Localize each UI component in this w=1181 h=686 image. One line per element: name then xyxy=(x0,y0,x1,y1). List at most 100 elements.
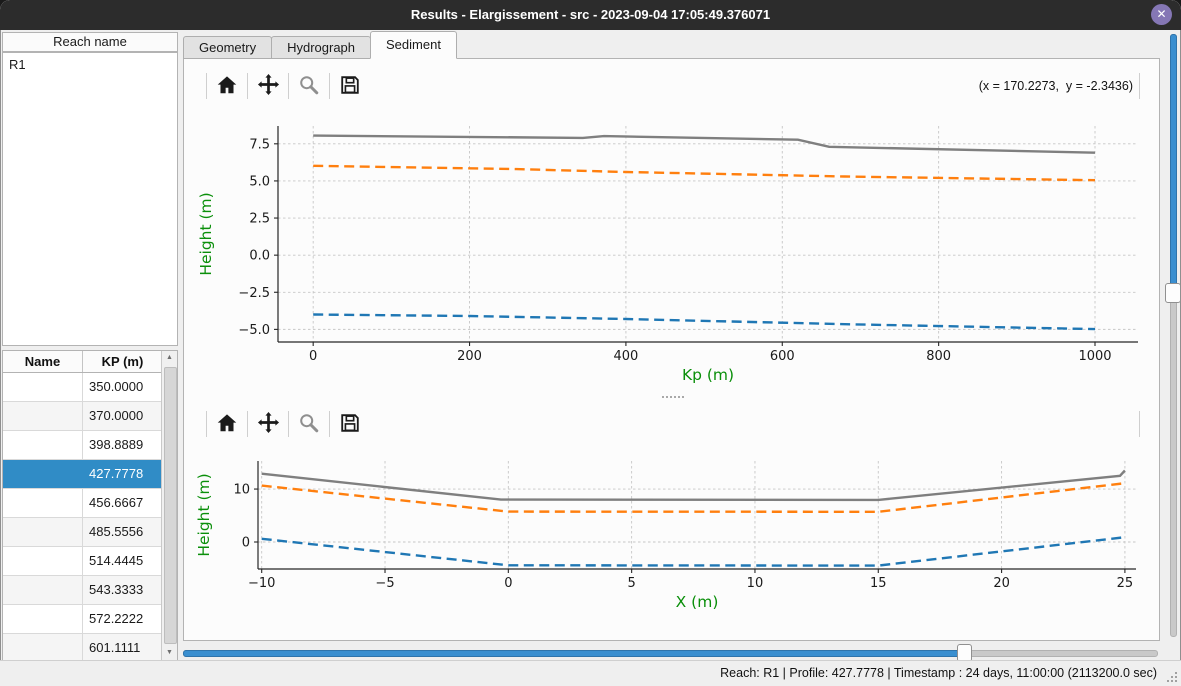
sediment-tab-panel: (x = 170.2273, y = -2.3436) 0 200 400 600 80… xyxy=(183,58,1160,641)
cell-name[interactable] xyxy=(3,489,83,517)
cell-kp[interactable]: 572.2222 xyxy=(83,605,169,633)
table-row[interactable]: 485.5556 xyxy=(3,518,177,547)
cursor-coordinates: (x = 170.2273, y = -2.3436) xyxy=(978,79,1133,93)
cell-name[interactable] xyxy=(3,402,83,430)
zoom-button[interactable] xyxy=(297,412,321,436)
cell-kp[interactable]: 398.8889 xyxy=(83,431,169,459)
home-icon xyxy=(216,412,238,437)
zoom-icon xyxy=(298,412,320,437)
svg-text:10: 10 xyxy=(747,576,764,591)
tab-bar: Geometry Hydrograph Sediment xyxy=(183,31,457,59)
timestamp-slider[interactable] xyxy=(183,644,1161,662)
toolbar-separator xyxy=(1139,411,1140,437)
cell-kp[interactable]: 543.3333 xyxy=(83,576,169,604)
svg-text:−5.0: −5.0 xyxy=(238,323,270,338)
table-row[interactable]: 601.1111 xyxy=(3,634,177,660)
titlebar[interactable]: Results - Elargissement - src - 2023-09-… xyxy=(0,0,1181,30)
cell-name[interactable] xyxy=(3,431,83,459)
save-button[interactable] xyxy=(338,74,362,98)
cell-kp[interactable]: 370.0000 xyxy=(83,402,169,430)
home-button[interactable] xyxy=(215,74,239,98)
svg-text:600: 600 xyxy=(770,349,795,364)
table-row[interactable]: 370.0000 xyxy=(3,402,177,431)
cell-name[interactable] xyxy=(3,547,83,575)
save-icon xyxy=(339,412,361,437)
window-title: Results - Elargissement - src - 2023-09-… xyxy=(410,7,771,22)
cell-name[interactable] xyxy=(3,518,83,546)
toolbar-separator xyxy=(329,411,330,437)
chart2-toolbar xyxy=(198,409,362,439)
home-button[interactable] xyxy=(215,412,239,436)
cell-kp[interactable]: 456.6667 xyxy=(83,489,169,517)
reach-list-item[interactable]: R1 xyxy=(9,57,26,72)
chart1-toolbar xyxy=(198,71,362,101)
cell-name[interactable] xyxy=(3,605,83,633)
longitudinal-profile-chart[interactable]: 0 200 400 600 800 1000 7.5 5.0 2.5 0.0 −2.5 −5.0 Kp … xyxy=(186,111,1161,401)
cell-kp[interactable]: 427.7778 xyxy=(83,460,169,488)
svg-text:15: 15 xyxy=(870,576,887,591)
tab-hydrograph[interactable]: Hydrograph xyxy=(271,36,372,59)
cell-kp[interactable]: 514.4445 xyxy=(83,547,169,575)
home-icon xyxy=(216,74,238,99)
table-row[interactable]: 456.6667 xyxy=(3,489,177,518)
svg-text:0.0: 0.0 xyxy=(249,249,270,264)
profile-table: Name KP (m) 350.0000 370.0000 398.8889 427.… xyxy=(2,350,178,661)
table-scrollbar-thumb[interactable] xyxy=(164,367,177,644)
cell-name[interactable] xyxy=(3,576,83,604)
svg-text:20: 20 xyxy=(993,576,1010,591)
tab-geometry[interactable]: Geometry xyxy=(183,36,273,59)
table-row[interactable]: 398.8889 xyxy=(3,431,177,460)
slider-fill xyxy=(183,650,966,657)
table-row[interactable]: 572.2222 xyxy=(3,605,177,634)
splitter-handle[interactable] xyxy=(662,396,684,398)
vertical-slider-handle[interactable] xyxy=(1165,283,1181,303)
svg-text:5: 5 xyxy=(628,576,636,591)
pan-icon xyxy=(257,411,280,437)
column-header-kp[interactable]: KP (m) xyxy=(83,351,163,372)
column-header-name[interactable]: Name xyxy=(3,351,83,372)
toolbar-separator xyxy=(288,411,289,437)
reach-name-header: Reach name xyxy=(2,32,178,52)
profile-table-header: Name KP (m) xyxy=(3,351,177,373)
scroll-down-icon[interactable]: ▼ xyxy=(166,649,173,656)
cell-name[interactable] xyxy=(3,634,83,660)
tab-sediment[interactable]: Sediment xyxy=(370,31,457,59)
svg-text:200: 200 xyxy=(457,349,482,364)
save-button[interactable] xyxy=(338,412,362,436)
reach-list[interactable]: R1 xyxy=(2,52,178,346)
zoom-icon xyxy=(298,74,320,99)
scroll-up-icon[interactable]: ▲ xyxy=(166,354,173,361)
cell-name[interactable] xyxy=(3,373,83,401)
svg-text:5.0: 5.0 xyxy=(249,174,270,189)
cell-kp[interactable]: 485.5556 xyxy=(83,518,169,546)
close-icon: ✕ xyxy=(1156,7,1167,21)
resize-grip[interactable] xyxy=(1165,670,1177,682)
svg-text:25: 25 xyxy=(1117,576,1134,591)
svg-text:−2.5: −2.5 xyxy=(238,286,270,301)
table-row[interactable]: 350.0000 xyxy=(3,373,177,402)
pan-icon xyxy=(257,73,280,99)
svg-text:7.5: 7.5 xyxy=(249,137,270,152)
cell-kp[interactable]: 350.0000 xyxy=(83,373,169,401)
table-row[interactable]: 427.7778 xyxy=(3,460,177,489)
pan-button[interactable] xyxy=(256,73,280,99)
cell-name[interactable] xyxy=(3,460,83,488)
svg-text:−5: −5 xyxy=(375,576,394,591)
vertical-slider[interactable] xyxy=(1164,34,1181,640)
svg-text:2.5: 2.5 xyxy=(249,212,270,227)
toolbar-separator xyxy=(247,73,248,99)
close-button[interactable]: ✕ xyxy=(1151,4,1172,25)
svg-text:1000: 1000 xyxy=(1078,349,1111,364)
table-scrollbar[interactable]: ▲ ▼ xyxy=(161,351,177,660)
pan-button[interactable] xyxy=(256,411,280,437)
svg-text:0: 0 xyxy=(309,349,317,364)
cross-section-chart[interactable]: −10 −5 0 5 10 15 20 25 0 10 X (m) Height (m) xyxy=(186,446,1161,636)
save-icon xyxy=(339,74,361,99)
table-row[interactable]: 543.3333 xyxy=(3,576,177,605)
cell-kp[interactable]: 601.1111 xyxy=(83,634,169,660)
zoom-button[interactable] xyxy=(297,74,321,98)
table-row[interactable]: 514.4445 xyxy=(3,547,177,576)
svg-text:−10: −10 xyxy=(248,576,275,591)
svg-text:Kp (m): Kp (m) xyxy=(682,366,734,384)
